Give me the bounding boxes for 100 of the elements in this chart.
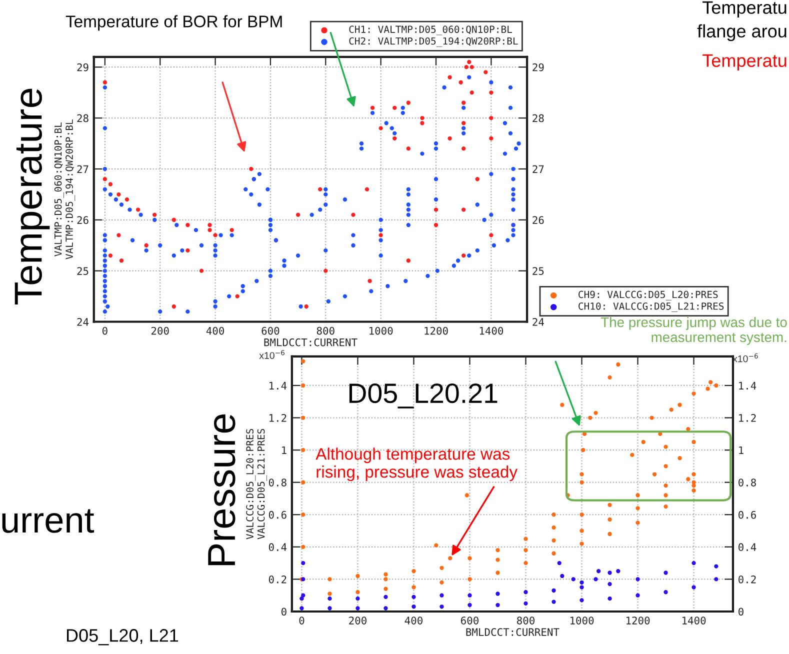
text: Temperatu (702, 54, 786, 71)
text: D05_L20, L21 (66, 629, 178, 646)
text: Pressure (208, 414, 236, 566)
point (412, 594, 416, 600)
legend-label: CH1: VALTMP:D05_060:QN10P:BL (349, 26, 512, 36)
point (440, 593, 444, 598)
y-tick-label: 24 (77, 318, 89, 326)
x-tick-label: 1200 (626, 616, 650, 624)
point (594, 577, 598, 582)
legend-label: CH2: VALTMP:D05_194:QW20RP:BL (349, 37, 518, 47)
y2-tick-label: 27 (532, 165, 544, 173)
point (608, 596, 612, 601)
point (714, 564, 718, 568)
text: x10$^{−6}$ (259, 350, 284, 359)
point (440, 604, 444, 609)
y-tick-label: 0 (281, 608, 286, 616)
point (664, 570, 668, 575)
point (384, 594, 388, 600)
y-tick-label: 29 (77, 63, 88, 72)
y2-tick-label: 0 (738, 608, 744, 616)
text: Temperature of BOR for BPM (66, 15, 282, 31)
y2-tick-label: 26 (532, 216, 544, 224)
x-tick-label: 200 (151, 326, 169, 335)
point (552, 588, 556, 593)
y-tick-label: 0.6 (268, 510, 286, 519)
point (580, 585, 584, 590)
point (714, 577, 718, 582)
y2-tick-label: 1.4 (739, 382, 756, 390)
y2-tick-label: 0.6 (738, 510, 756, 519)
x-tick-label: 0 (299, 616, 304, 624)
y-tick-label: 0.8 (268, 478, 286, 486)
point (692, 585, 696, 590)
x-tick-label: 1400 (682, 616, 706, 624)
point (664, 590, 668, 594)
point (560, 574, 564, 578)
text: The pressure jump was due to measurement system. (600, 316, 787, 345)
y2-tick-label: 29 (532, 63, 544, 72)
point (300, 606, 304, 610)
point (636, 577, 640, 582)
y-tick-label: 27 (77, 165, 88, 173)
x-tick-label: 1400 (480, 326, 504, 335)
x-tick-label: 0 (102, 326, 108, 335)
point (301, 560, 306, 566)
point (596, 569, 601, 574)
y-tick-label: 28 (77, 114, 88, 122)
text: urrent (2, 509, 94, 533)
y2-tick-label: 24 (532, 318, 544, 326)
point (524, 601, 528, 606)
point (580, 598, 584, 602)
x-tick-label: 400 (404, 616, 422, 624)
point (328, 596, 332, 601)
text: Temperatu (702, 1, 786, 18)
annotation: Although temperature was rising, pressure was steady (316, 448, 518, 482)
point (571, 577, 576, 582)
y-tick-label: 26 (77, 216, 88, 224)
point (496, 592, 500, 596)
point (552, 600, 556, 604)
y2-tick-label: 0.2 (738, 575, 756, 584)
point (616, 569, 620, 574)
y-tick-label: 1 (282, 446, 286, 454)
y-axis-title: VALCCG:D05_L20:PRES VALCCG:D05_L21:PRES (246, 428, 267, 540)
point (468, 593, 472, 598)
point (328, 606, 332, 610)
x-tick-label: 800 (316, 326, 334, 335)
point (557, 560, 562, 566)
point (412, 604, 416, 609)
point (356, 596, 360, 601)
x-tick-label: 1000 (370, 326, 393, 335)
y-tick-label: 25 (77, 267, 88, 275)
point (692, 560, 696, 566)
y-tick-label: 0.2 (268, 575, 286, 584)
y2-tick-label: 28 (532, 114, 544, 122)
legend-label: CH10: VALCCG:D05_L21:PRES (578, 302, 724, 312)
y-axis-title: VALTMP:D05_060:QN10P:BL VALTMP:D05_194:QW20RP:BL (54, 120, 76, 260)
y-tick-label: 1.2 (270, 414, 286, 422)
y2-tick-label: 0.8 (738, 478, 756, 486)
point (496, 602, 500, 608)
annotation: D05_L20.21 (349, 383, 498, 408)
x-tick-label: 800 (517, 616, 534, 624)
point (608, 582, 612, 586)
point (524, 590, 528, 594)
y-tick-label: 0.4 (268, 543, 287, 552)
x-tick-label: 1000 (570, 616, 594, 624)
text: Temperature (14, 88, 50, 304)
x-axis-title: BMLDCCT:CURRENT (264, 338, 358, 346)
legend-label: CH9: VALCCG:D05_L20:PRES (578, 290, 718, 300)
x-tick-label: 1200 (424, 326, 448, 335)
x-tick-label: 400 (206, 326, 224, 335)
point (636, 593, 640, 598)
point (468, 602, 472, 608)
y2-tick-label: 25 (532, 267, 544, 275)
point (356, 606, 360, 610)
x-tick-label: 600 (461, 616, 478, 624)
x-tick-label: 200 (349, 616, 366, 624)
y2-tick-label: 1 (739, 446, 744, 454)
y-tick-label: 1.4 (270, 382, 287, 390)
text: flange arou (697, 24, 786, 42)
point (580, 580, 584, 585)
y2-tick-label: 1.2 (739, 414, 756, 422)
y2-tick-label: 0.4 (738, 543, 756, 552)
